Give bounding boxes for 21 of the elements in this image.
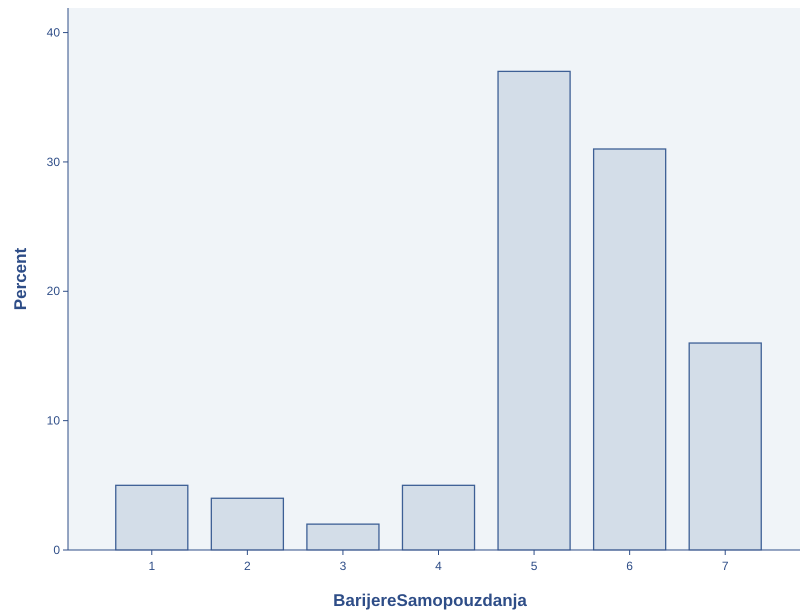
x-tick-label: 6: [626, 559, 634, 573]
x-tick-label: 1: [148, 559, 156, 573]
y-tick-label: 10: [46, 413, 60, 428]
bar: [115, 484, 188, 551]
x-tick-label: 5: [530, 559, 538, 573]
x-axis-title: BarijereSamopouzdanja: [333, 591, 528, 610]
y-axis-title: Percent: [11, 247, 30, 310]
bar: [688, 342, 762, 551]
bar: [592, 148, 666, 551]
y-tick-label: 0: [53, 542, 60, 557]
y-tick-label: 20: [46, 284, 60, 298]
x-tick-label: 7: [722, 559, 729, 573]
y-tick-label: 30: [46, 154, 60, 169]
x-tick-label: 3: [340, 559, 347, 573]
x-tick-label: 4: [435, 559, 442, 573]
bar: [402, 484, 476, 551]
y-tick-label: 40: [46, 25, 60, 40]
bar: [497, 70, 571, 551]
bar: [210, 498, 284, 551]
x-tick-label: 2: [244, 559, 252, 573]
bar: [306, 523, 380, 551]
